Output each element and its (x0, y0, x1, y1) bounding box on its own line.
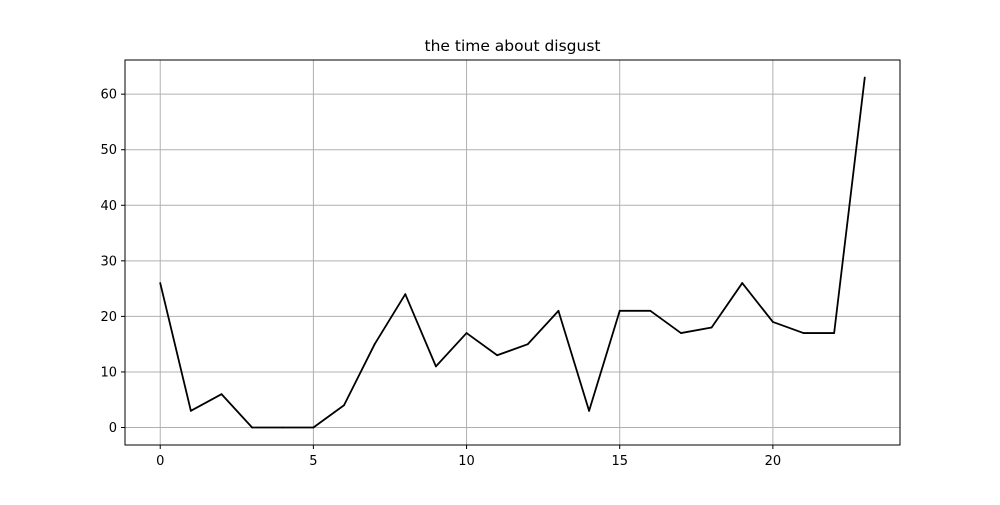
data-point (802, 332, 805, 334)
x-tick-label: 5 (309, 454, 317, 469)
data-point (710, 326, 713, 329)
y-tick-label: 20 (100, 310, 117, 325)
data-point (312, 426, 315, 429)
data-point (863, 76, 866, 79)
chart-title: the time about disgust (425, 37, 601, 55)
data-point (649, 309, 652, 312)
data-point (404, 293, 407, 296)
y-tick-label: 10 (100, 365, 117, 380)
y-tick-label: 0 (109, 421, 117, 436)
x-axis: 0 5 10 15 20 (156, 445, 781, 469)
series-line (159, 77, 866, 429)
grid-lines (125, 60, 900, 445)
y-axis: 0 10 20 30 40 50 60 (100, 88, 125, 436)
x-tick-label: 15 (611, 454, 628, 469)
data-point (281, 426, 284, 429)
data-point (159, 282, 162, 284)
y-tick-label: 30 (100, 254, 117, 269)
data-point (496, 354, 499, 357)
x-tick-label: 10 (458, 454, 475, 469)
data-point (588, 409, 590, 412)
data-point (680, 332, 682, 334)
data-point (771, 321, 774, 323)
y-tick-label: 40 (100, 199, 117, 214)
data-point (189, 409, 192, 412)
x-tick-label: 20 (765, 454, 782, 469)
data-point (741, 282, 744, 284)
y-tick-label: 60 (100, 88, 117, 103)
x-tick-label: 0 (156, 454, 164, 469)
series-layer (159, 76, 866, 429)
data-point (833, 332, 836, 334)
data-point (373, 343, 376, 346)
data-point (465, 332, 468, 334)
data-point (220, 393, 223, 396)
data-point (526, 343, 529, 346)
data-point (618, 309, 621, 312)
data-point (557, 309, 560, 312)
y-tick-label: 50 (100, 143, 117, 158)
data-point (251, 426, 254, 429)
data-point (343, 404, 345, 407)
data-point (435, 365, 437, 368)
plot-area-frame (124, 59, 901, 446)
